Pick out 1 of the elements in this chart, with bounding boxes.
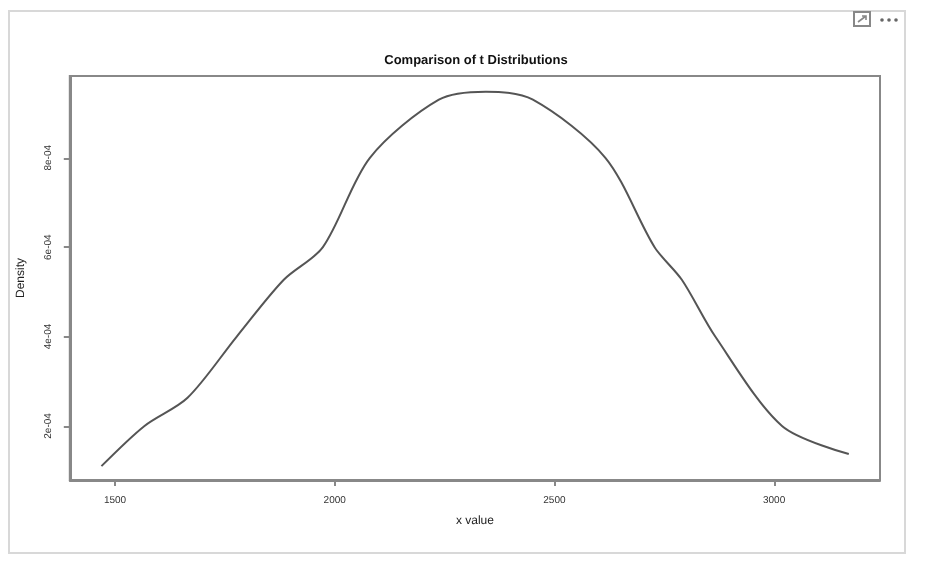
line-series — [100, 90, 850, 468]
